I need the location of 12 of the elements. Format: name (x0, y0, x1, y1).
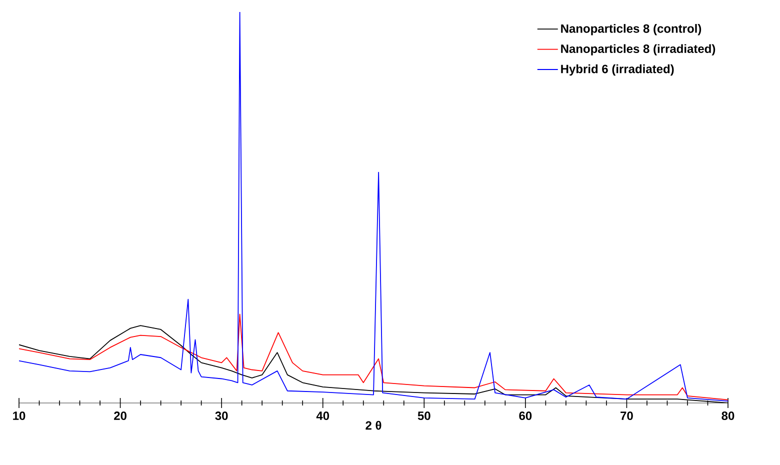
legend-label: Nanoparticles 8 (irradiated) (561, 44, 716, 56)
x-tick-label: 60 (519, 412, 532, 420)
x-tick-label: 70 (620, 412, 633, 420)
x-tick-label: 50 (418, 412, 430, 420)
x-tick-label: 30 (215, 412, 228, 420)
legend-label: Hybrid 6 (irradiated) (561, 64, 674, 76)
x-axis-title: 2 θ (366, 420, 382, 430)
legend-label: Nanoparticles 8 (control) (561, 24, 702, 36)
x-tick-label: 10 (13, 412, 26, 420)
x-tick-label: 20 (114, 412, 126, 420)
x-tick-label: 40 (316, 412, 330, 420)
x-tick-label: 80 (722, 412, 734, 420)
